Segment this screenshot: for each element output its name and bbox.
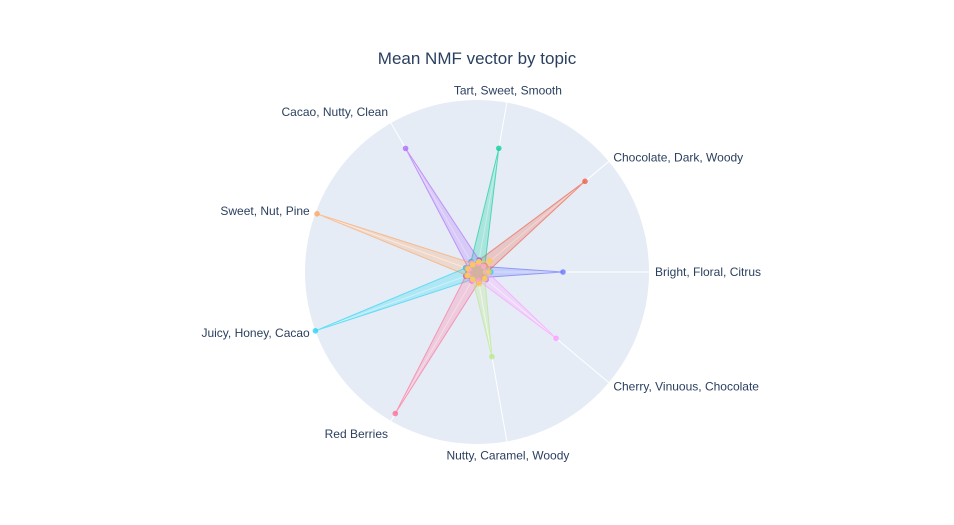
data-point[interactable] (402, 145, 409, 152)
data-point[interactable] (482, 275, 488, 282)
data-point[interactable] (582, 178, 588, 185)
angular-gridline (390, 271, 478, 422)
angular-axis-label: Cacao, Nutty, Clean (282, 105, 389, 119)
data-point[interactable] (476, 281, 482, 287)
angular-axis-label: Cherry, Vinuous, Chocolate (613, 379, 759, 393)
angular-axis-label: Juicy, Honey, Cacao (201, 326, 310, 340)
chart-title: Mean NMF vector by topic (378, 49, 577, 68)
data-point[interactable] (469, 276, 476, 283)
data-point[interactable] (464, 272, 471, 279)
data-point[interactable] (487, 258, 494, 264)
data-point[interactable] (496, 145, 502, 152)
angular-axis-label: Red Berries (325, 427, 388, 441)
data-point[interactable] (553, 335, 559, 342)
data-point[interactable] (480, 263, 487, 270)
angular-gridline (315, 271, 478, 332)
angular-gridline (476, 271, 610, 383)
angular-axis-label: Nutty, Caramel, Woody (446, 448, 569, 462)
data-point[interactable] (312, 328, 319, 334)
angular-gridline (315, 212, 478, 273)
angular-axis-label: Tart, Sweet, Smooth (454, 84, 562, 98)
angular-axis-label: Sweet, Nut, Pine (220, 204, 310, 218)
series-area[interactable] (468, 262, 557, 339)
data-point[interactable] (476, 259, 482, 265)
data-point[interactable] (560, 269, 566, 275)
data-point[interactable] (314, 211, 320, 217)
data-point[interactable] (486, 269, 492, 275)
angular-axis-label: Chocolate, Dark, Woody (613, 151, 743, 165)
data-point[interactable] (469, 261, 476, 268)
data-point[interactable] (392, 410, 399, 417)
angular-axis-label: Bright, Floral, Citrus (655, 265, 761, 279)
data-point[interactable] (464, 265, 471, 272)
data-point[interactable] (489, 353, 495, 360)
angular-gridline (476, 102, 508, 273)
